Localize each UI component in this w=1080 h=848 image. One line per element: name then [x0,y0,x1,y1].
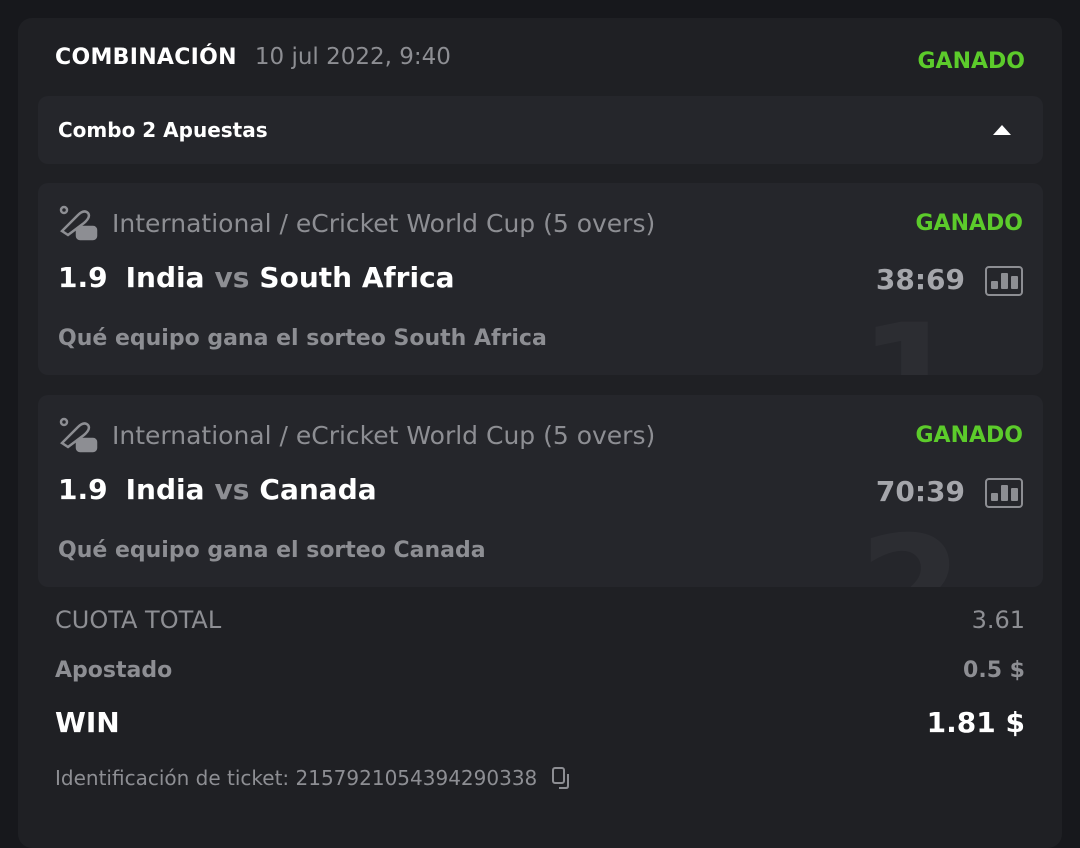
selection-index: 2 [859,517,963,587]
stake-value: 0.5 $ [963,658,1025,683]
win-label: WIN [55,706,120,739]
combo-label: Combo 2 Apuestas [58,118,268,142]
away-team: South Africa [259,261,455,294]
selection-status: GANADO [915,211,1024,236]
bet-status: GANADO [917,48,1026,74]
stake-label: Apostado [55,658,173,683]
combo-toggle[interactable]: Combo 2 Apuestas [38,96,1043,164]
total-odds-row: CUOTA TOTAL 3.61 [55,606,1025,634]
odd: 1.9 [58,261,108,294]
ecricket-icon [59,205,98,241]
ticket-label: Identificación de ticket: 21579210543942… [55,766,538,790]
caret-up-icon[interactable] [993,125,1011,135]
total-odds-value: 3.61 [971,606,1025,634]
vs: vs [214,261,250,294]
league-name: International / eCricket World Cup (5 ov… [112,420,656,450]
win-value: 1.81 $ [926,706,1025,739]
win-row: WIN 1.81 $ [55,706,1025,739]
league-name: International / eCricket World Cup (5 ov… [112,208,656,238]
market: Qué equipo gana el sorteo Canada [58,538,486,563]
selection-2: 2 International / eCricket World Cup (5 … [38,395,1043,587]
match: 1.9 India vs South Africa [58,261,455,294]
market: Qué equipo gana el sorteo South Africa [58,326,547,351]
bet-card: COMBINACIÓN 10 jul 2022, 9:40 GANADO Com… [18,18,1062,848]
match: 1.9 India vs Canada [58,473,377,506]
score: 70:39 [875,475,965,508]
odd: 1.9 [58,473,108,506]
selection-1: 1 International / eCricket World Cup (5 … [38,183,1043,375]
home-team: India [125,473,205,506]
stats-icon[interactable] [985,478,1023,508]
vs: vs [214,473,250,506]
ticket-id: Identificación de ticket: 21579210543942… [55,766,575,790]
copy-icon[interactable] [551,766,575,790]
score: 38:69 [875,263,965,296]
selection-index: 1 [859,305,963,375]
stats-icon[interactable] [985,266,1023,296]
away-team: Canada [259,473,377,506]
ecricket-icon [59,417,98,453]
bet-type: COMBINACIÓN [55,44,237,70]
total-odds-label: CUOTA TOTAL [55,606,222,634]
bet-date: 10 jul 2022, 9:40 [254,44,451,70]
selection-status: GANADO [915,423,1024,448]
bet-header: COMBINACIÓN 10 jul 2022, 9:40 GANADO [55,42,1026,74]
stake-row: Apostado 0.5 $ [55,658,1025,683]
home-team: India [125,261,205,294]
